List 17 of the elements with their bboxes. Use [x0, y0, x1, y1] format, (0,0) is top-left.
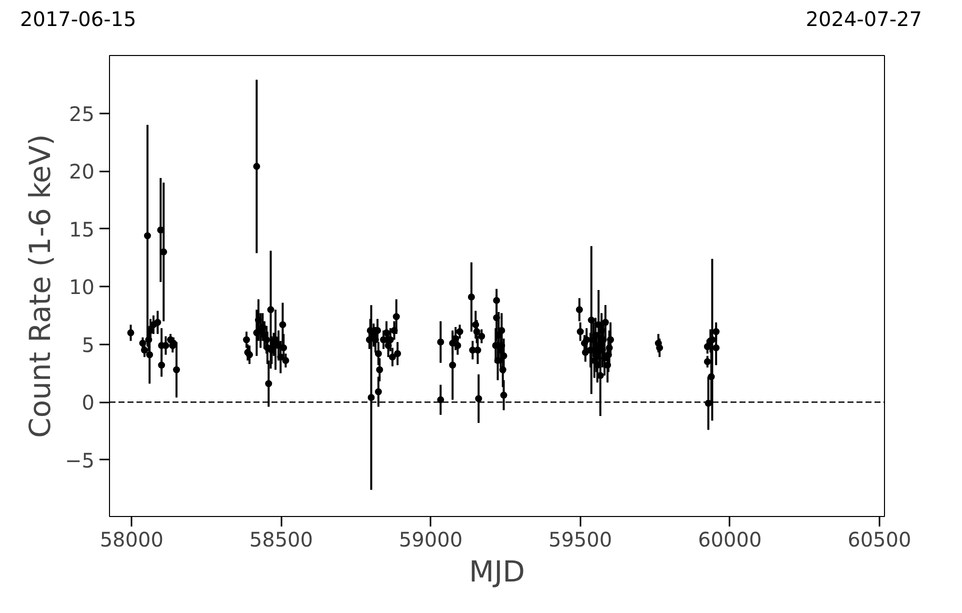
y-tick-label: 25 [69, 102, 95, 126]
y-tick-label: −5 [65, 448, 94, 472]
x-tick-label: 60500 [848, 528, 912, 552]
x-tick-label: 59500 [548, 528, 612, 552]
y-axis-title: Count Rate (1-6 keV) [23, 134, 58, 438]
text: 2024-07-27 [806, 6, 922, 33]
x-axis-title: MJD [469, 554, 525, 588]
y-tick-label: 15 [69, 217, 95, 242]
text: 2017-06-15 [20, 6, 136, 33]
y-tick-label: 20 [69, 160, 95, 184]
x-tick-label: 58500 [249, 528, 314, 552]
y-tick-label: 0 [82, 390, 95, 415]
y-tick-label: 5 [82, 332, 95, 357]
x-tick-label: 58000 [100, 528, 164, 552]
x-tick-label: 60000 [698, 528, 762, 552]
x-tick-label: 59000 [398, 528, 463, 552]
y-tick-label: 10 [69, 275, 95, 300]
